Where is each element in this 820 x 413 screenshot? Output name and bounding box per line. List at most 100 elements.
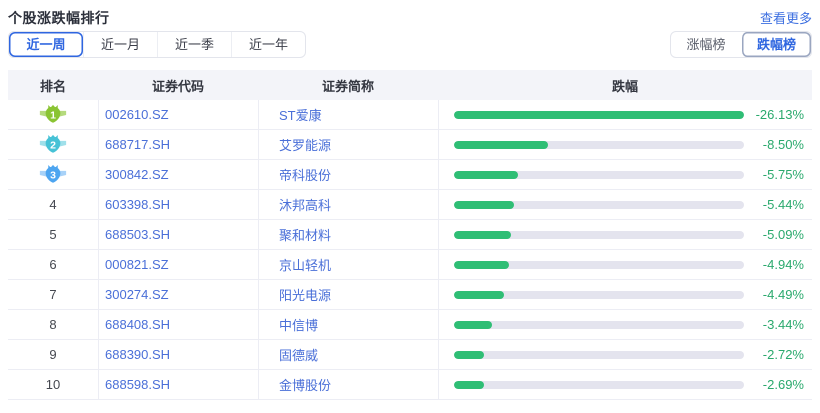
stock-name-link[interactable]: 京山轻机: [258, 250, 438, 279]
rank-table: 排名 证券代码 证券简称 跌幅 1 002610.SZ ST爱康 -26.13%: [8, 70, 812, 400]
svg-text:2: 2: [50, 139, 56, 151]
change-bar-track: [454, 290, 744, 299]
change-bar-fill: [454, 350, 485, 359]
stock-code-link[interactable]: 300274.SZ: [98, 280, 258, 309]
medal-icon: 2: [39, 134, 67, 153]
header-code: 证券代码: [151, 78, 204, 94]
change-bar-fill: [454, 200, 515, 209]
table-row[interactable]: 9 688390.SH 固德威 -2.72%: [8, 340, 812, 370]
stock-name-link[interactable]: 阳光电源: [258, 280, 438, 309]
change-cell: -4.49%: [438, 280, 812, 309]
table-row[interactable]: 6 000821.SZ 京山轻机 -4.94%: [8, 250, 812, 280]
change-bar-fill: [454, 260, 509, 269]
rank-cell: 2: [8, 134, 98, 155]
change-percent: -2.69%: [762, 377, 804, 392]
stock-name-link[interactable]: 金博股份: [258, 370, 438, 399]
toggle-losers-board[interactable]: 跌幅榜: [741, 32, 811, 57]
svg-text:3: 3: [50, 169, 56, 181]
stock-name-link[interactable]: 固德威: [258, 340, 438, 369]
tab-last-week[interactable]: 近一周: [9, 32, 83, 57]
change-bar-track: [454, 380, 744, 389]
change-bar-track: [454, 170, 744, 179]
change-cell: -2.69%: [438, 370, 812, 399]
stock-code-link[interactable]: 688503.SH: [98, 220, 258, 249]
change-cell: -5.09%: [438, 220, 812, 249]
table-row[interactable]: 7 300274.SZ 阳光电源 -4.49%: [8, 280, 812, 310]
rank-number: 4: [49, 197, 57, 212]
header-rank: 排名: [39, 78, 66, 94]
rank-cell: 7: [8, 287, 98, 302]
rank-number: 7: [49, 287, 57, 302]
change-bar-track: [454, 320, 744, 329]
change-bar-fill: [454, 140, 549, 149]
table-row[interactable]: 1 002610.SZ ST爱康 -26.13%: [8, 100, 812, 130]
rank-cell: 10: [8, 377, 98, 392]
rank-cell: 3: [8, 164, 98, 185]
change-cell: -5.44%: [438, 190, 812, 219]
stock-code-link[interactable]: 688717.SH: [98, 130, 258, 159]
table-row[interactable]: 2 688717.SH 艾罗能源 -8.50%: [8, 130, 812, 160]
change-bar-track: [454, 350, 744, 359]
change-cell: -5.75%: [438, 160, 812, 189]
stock-code-link[interactable]: 603398.SH: [98, 190, 258, 219]
board-toggle-group: 涨幅榜 跌幅榜: [670, 31, 812, 58]
change-cell: -3.44%: [438, 310, 812, 339]
view-more-link[interactable]: 查看更多: [759, 11, 812, 26]
change-percent: -2.72%: [762, 347, 804, 362]
table-row[interactable]: 4 603398.SH 沐邦高科 -5.44%: [8, 190, 812, 220]
change-percent: -5.44%: [762, 197, 804, 212]
change-bar-track: [454, 200, 744, 209]
change-bar-fill: [454, 380, 484, 389]
tab-last-month[interactable]: 近一月: [83, 32, 157, 57]
rank-number: 8: [49, 317, 57, 332]
tab-last-year[interactable]: 近一年: [231, 32, 305, 57]
stock-code-link[interactable]: 002610.SZ: [98, 100, 258, 129]
stock-name-link[interactable]: 中信博: [258, 310, 438, 339]
panel-title: 个股涨跌幅排行: [8, 9, 110, 26]
change-cell: -4.94%: [438, 250, 812, 279]
change-bar-fill: [454, 110, 744, 119]
stock-name-link[interactable]: 聚和材料: [258, 220, 438, 249]
rank-cell: 8: [8, 317, 98, 332]
medal-icon: 3: [39, 164, 67, 183]
table-row[interactable]: 3 300842.SZ 帝科股份 -5.75%: [8, 160, 812, 190]
rank-number: 10: [45, 377, 61, 392]
table-row[interactable]: 5 688503.SH 聚和材料 -5.09%: [8, 220, 812, 250]
stock-name-link[interactable]: 艾罗能源: [258, 130, 438, 159]
tab-last-quarter[interactable]: 近一季: [157, 32, 231, 57]
change-bar-fill: [454, 320, 493, 329]
header-name: 证券简称: [321, 78, 374, 94]
change-bar-track: [454, 140, 744, 149]
change-percent: -5.09%: [762, 227, 804, 242]
change-bar-track: [454, 230, 744, 239]
rank-cell: 6: [8, 257, 98, 272]
rank-number: 6: [49, 257, 57, 272]
change-bar-track: [454, 110, 744, 119]
change-percent: -26.13%: [755, 107, 804, 122]
change-percent: -4.49%: [762, 287, 804, 302]
stock-name-link[interactable]: ST爱康: [258, 100, 438, 129]
change-bar-fill: [454, 170, 518, 179]
stock-code-link[interactable]: 688598.SH: [98, 370, 258, 399]
period-tab-group: 近一周 近一月 近一季 近一年: [8, 31, 306, 58]
change-cell: -8.50%: [438, 130, 812, 159]
toggle-gainers-board[interactable]: 涨幅榜: [686, 37, 726, 52]
change-percent: -3.44%: [762, 317, 804, 332]
change-percent: -8.50%: [762, 137, 804, 152]
rank-cell: 9: [8, 347, 98, 362]
table-body: 1 002610.SZ ST爱康 -26.13% 2 688717.SH 艾罗能…: [8, 100, 812, 400]
change-bar-fill: [454, 230, 511, 239]
rank-cell: 5: [8, 227, 98, 242]
change-cell: -2.72%: [438, 340, 812, 369]
table-row[interactable]: 8 688408.SH 中信博 -3.44%: [8, 310, 812, 340]
stock-code-link[interactable]: 688408.SH: [98, 310, 258, 339]
table-row[interactable]: 10 688598.SH 金博股份 -2.69%: [8, 370, 812, 400]
stock-code-link[interactable]: 688390.SH: [98, 340, 258, 369]
stock-code-link[interactable]: 300842.SZ: [98, 160, 258, 189]
stock-code-link[interactable]: 000821.SZ: [98, 250, 258, 279]
stock-name-link[interactable]: 沐邦高科: [258, 190, 438, 219]
svg-text:1: 1: [50, 109, 56, 121]
change-percent: -4.94%: [762, 257, 804, 272]
stock-name-link[interactable]: 帝科股份: [258, 160, 438, 189]
stock-rank-panel: 个股涨跌幅排行 查看更多 近一周 近一月 近一季 近一年 涨幅榜 跌幅榜 排名 …: [8, 9, 812, 400]
